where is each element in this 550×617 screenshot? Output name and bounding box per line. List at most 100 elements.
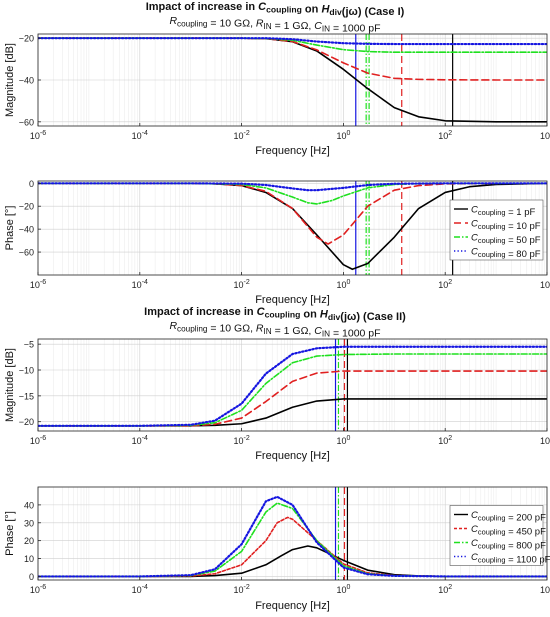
x-tick-base: 10 — [233, 280, 243, 290]
chart-panel-4: 10-610-410-2100102104010203040Frequency … — [4, 486, 550, 612]
chart-title-part: ( — [342, 6, 346, 18]
chart-title: Impact of increase in Ccoupling on Hdiv(… — [144, 306, 406, 323]
chart-subtitle-part: C — [314, 20, 322, 32]
chart-subtitle-part: = 1 GΩ, — [272, 325, 315, 337]
x-tick-label: 10-2 — [233, 584, 249, 595]
legend-label-part: C — [471, 218, 478, 229]
chart-title-part: Impact of increase in — [144, 306, 256, 318]
x-tick-base: 10 — [132, 131, 142, 141]
legend-label: Ccoupling = 1100 pF — [471, 552, 550, 566]
legend-label-part: = 80 pF — [505, 249, 540, 260]
x-tick-base: 10 — [30, 280, 40, 290]
series-line-4 — [38, 345, 547, 427]
chart-title-part: on — [302, 4, 322, 16]
x-tick-exp: -4 — [142, 130, 148, 137]
x-tick-exp: 2 — [448, 435, 452, 442]
legend-label: Ccoupling = 50 pF — [471, 232, 541, 246]
y-tick-label: −5 — [24, 340, 34, 350]
x-tick-label: 102 — [438, 279, 452, 290]
x-tick-label: 10-2 — [233, 279, 249, 290]
legend-label-part: = 50 pF — [505, 235, 540, 246]
chart-title-part: coupling — [265, 310, 301, 320]
x-tick-base: 10 — [30, 585, 40, 595]
chart-title-part: on — [300, 309, 320, 321]
x-tick-exp: -4 — [142, 435, 148, 442]
x-tick-label: 100 — [336, 584, 350, 595]
x-tick-label: 104 — [540, 130, 550, 141]
legend-label: Ccoupling = 10 pF — [471, 218, 541, 232]
series-line-4 — [38, 37, 547, 46]
legend-label-part: coupling — [478, 236, 506, 245]
legend-label-part: coupling — [478, 513, 506, 522]
x-tick-exp: 0 — [346, 279, 350, 286]
chart-subtitle-part: C — [314, 325, 322, 337]
legend-label-part: = 800 pF — [505, 540, 546, 551]
y-tick-label: −10 — [19, 366, 34, 376]
x-tick-base: 10 — [336, 436, 346, 446]
x-tick-base: 10 — [540, 280, 550, 290]
x-tick-exp: -2 — [243, 279, 249, 286]
chart-title-part: ) (Case I) — [358, 6, 405, 18]
legend-label-part: coupling — [478, 541, 506, 550]
x-tick-label: 10-2 — [233, 435, 249, 446]
y-tick-label: 10 — [24, 554, 34, 564]
x-tick-label: 100 — [336, 279, 350, 290]
y-tick-label: −20 — [19, 417, 34, 427]
x-tick-label: 104 — [540, 279, 550, 290]
series-line-2 — [38, 516, 547, 578]
chart-title-part: C — [257, 306, 266, 318]
x-tick-exp: 0 — [346, 435, 350, 442]
chart-subtitle-part: coupling — [177, 20, 208, 29]
chart-subtitle-part: R — [256, 323, 264, 335]
x-tick-base: 10 — [336, 280, 346, 290]
y-tick-label: −20 — [19, 34, 34, 44]
chart-subtitle-part: IN — [322, 330, 330, 339]
x-tick-base: 10 — [438, 585, 448, 595]
chart-subtitle-part: IN — [264, 327, 272, 336]
legend-label-part: coupling — [478, 222, 506, 231]
chart-subtitle-part: = 1000 pF — [330, 23, 381, 35]
chart-title-part: Impact of increase in — [146, 1, 258, 13]
x-tick-label: 104 — [540, 435, 550, 446]
x-tick-exp: -6 — [40, 130, 46, 137]
chart-panel-2: 10-610-410-2100102104−60−40−200Frequency… — [4, 179, 550, 306]
chart-title-part: div — [329, 7, 342, 17]
y-tick-label: 0 — [29, 179, 34, 189]
y-tick-label: −40 — [19, 76, 34, 86]
legend-label: Ccoupling = 800 pF — [471, 538, 546, 552]
x-tick-base: 10 — [540, 436, 550, 446]
legend-label: Ccoupling = 80 pF — [471, 246, 541, 259]
y-tick-label: −15 — [19, 391, 34, 401]
x-axis-label: Frequency [Hz] — [255, 294, 330, 306]
plot-frame — [37, 180, 548, 276]
chart-subtitle-part: R — [169, 15, 177, 27]
series-line-4 — [38, 182, 547, 192]
legend-label-part: C — [471, 204, 478, 215]
x-tick-base: 10 — [233, 131, 243, 141]
x-tick-base: 10 — [438, 280, 448, 290]
legend-label-part: = 10 pF — [505, 221, 540, 232]
chart-title-part: ( — [340, 311, 344, 323]
x-tick-base: 10 — [540, 131, 550, 141]
x-tick-label: 104 — [540, 584, 550, 595]
x-tick-label: 10-4 — [132, 584, 148, 595]
x-tick-label: 10-6 — [30, 130, 46, 141]
chart-subtitle-part: IN — [264, 22, 272, 31]
legend-label-part: C — [471, 232, 478, 243]
y-tick-label: −60 — [19, 248, 34, 258]
chart-title-part: H — [321, 4, 330, 16]
y-tick-label: −60 — [19, 117, 34, 127]
legend-label-part: coupling — [478, 555, 506, 564]
chart-subtitle-part: IN — [322, 25, 330, 34]
chart-subtitle-part: R — [169, 320, 177, 332]
plot-frame — [37, 338, 548, 432]
x-tick-label: 102 — [438, 584, 452, 595]
legend-label-part: C — [471, 246, 478, 257]
chart-subtitle-part: = 10 GΩ, — [207, 18, 255, 30]
x-tick-label: 100 — [336, 130, 350, 141]
chart-title: Impact of increase in Ccoupling on Hdiv(… — [146, 1, 405, 18]
x-tick-label: 100 — [336, 435, 350, 446]
x-axis-label: Frequency [Hz] — [255, 450, 330, 462]
legend-label-part: C — [471, 510, 478, 521]
